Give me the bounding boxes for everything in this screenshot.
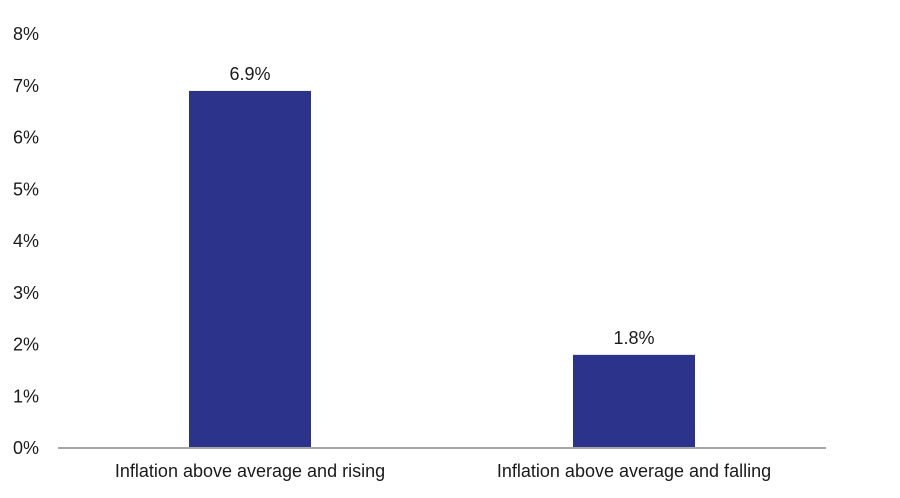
y-tick-label: 7% bbox=[13, 76, 39, 96]
y-tick-label: 5% bbox=[13, 179, 39, 199]
y-tick-label: 3% bbox=[13, 283, 39, 303]
x-axis-category-labels: Inflation above average and rising Inflat… bbox=[115, 461, 771, 481]
y-axis-ticks: 0% 1% 2% 3% 4% 5% 6% 7% 8% bbox=[13, 24, 39, 458]
bar-series bbox=[189, 90, 695, 449]
y-tick-label: 6% bbox=[13, 128, 39, 148]
y-tick-label: 1% bbox=[13, 386, 39, 406]
bar-data-label: 6.9% bbox=[229, 64, 270, 84]
bar bbox=[573, 354, 695, 448]
x-category-label: Inflation above average and falling bbox=[497, 461, 771, 481]
y-tick-label: 0% bbox=[13, 438, 39, 458]
y-tick-label: 4% bbox=[13, 231, 39, 251]
y-tick-label: 8% bbox=[13, 24, 39, 44]
x-category-label: Inflation above average and rising bbox=[115, 461, 385, 481]
bar-data-label: 1.8% bbox=[613, 328, 654, 348]
y-tick-label: 2% bbox=[13, 335, 39, 355]
bar bbox=[189, 90, 311, 449]
data-labels: 6.9% 1.8% bbox=[229, 64, 654, 348]
